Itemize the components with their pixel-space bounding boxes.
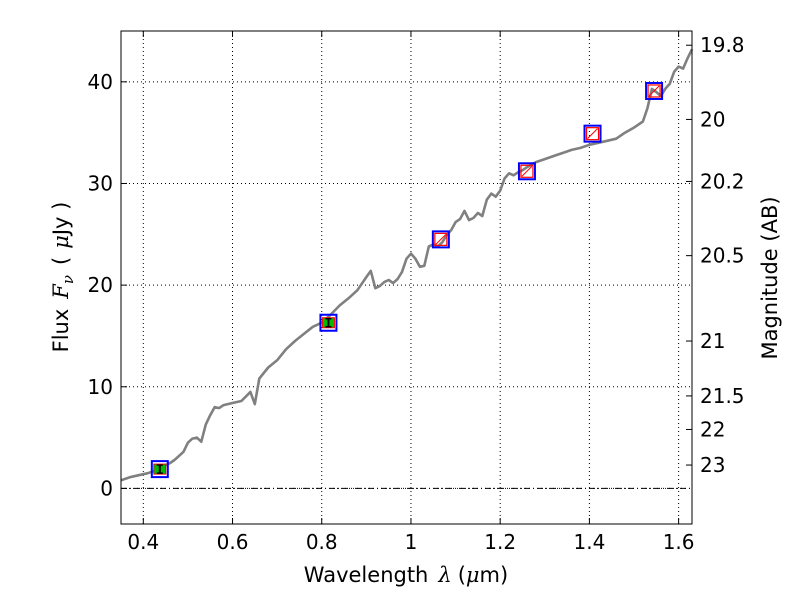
band-trace [435,234,447,245]
x-tick-label: 1.2 [484,530,516,554]
photometry-point [319,313,338,332]
photometry-point [517,162,536,181]
band-outline [434,232,448,246]
band-trace [587,128,598,140]
tick-labels: 0.4 0.6 0.8 1 1.2 1.4 1.6 0 10 20 30 40 19.8 20 20.2 20… [88,33,745,554]
spectrum-line [120,48,694,482]
axes-layer [120,30,693,525]
y2-tick-label: 21.5 [700,384,745,408]
photometry-point [150,460,169,479]
photometry-point [431,230,450,249]
photometry-box [583,124,602,143]
y2-tick-label: 20.5 [700,244,745,268]
series-layer [120,48,694,482]
x-tick-label: 0.8 [306,530,338,554]
y2-tick-label: 22 [700,417,725,441]
y-tick-label: 10 [88,375,113,399]
photometry-box [517,162,536,181]
x-tick-label: 0.4 [127,530,159,554]
band-outline [647,84,661,98]
photometry-point [645,81,664,100]
photometry-box [431,230,450,249]
band-trace [521,165,533,177]
x-tick-label: 0.6 [217,530,249,554]
plot-frame [120,30,693,525]
y2-tick-label: 23 [700,453,725,477]
y-tick-label: 20 [88,273,113,297]
x-tick-label: 1 [405,530,418,554]
y2-tick-label: 20 [700,107,725,131]
grid-layer [121,31,692,524]
x-tick-label: 1.6 [663,530,695,554]
photometry-markers [150,81,664,479]
y2-tick-label: 20.2 [700,169,745,193]
band-outline [520,164,534,178]
y2-tick-label: 21 [700,329,725,353]
photometry-box [645,81,664,100]
y2-tick-label: 19.8 [700,33,745,57]
y2-axis-title: Magnitude (AB) [758,196,782,359]
x-axis-title: Wavelength λ (μm) [304,563,508,587]
y-tick-label: 0 [100,476,113,500]
y-tick-label: 40 [88,70,113,94]
band-outline [585,127,600,141]
photometry-point [583,124,602,143]
y-tick-label: 30 [88,171,113,195]
photometry-box [150,460,169,479]
x-tick-label: 1.4 [573,530,605,554]
y-axis-title: FluxFν(μJy ) [49,202,77,353]
photometry-box [319,313,338,332]
band-trace [648,85,660,97]
